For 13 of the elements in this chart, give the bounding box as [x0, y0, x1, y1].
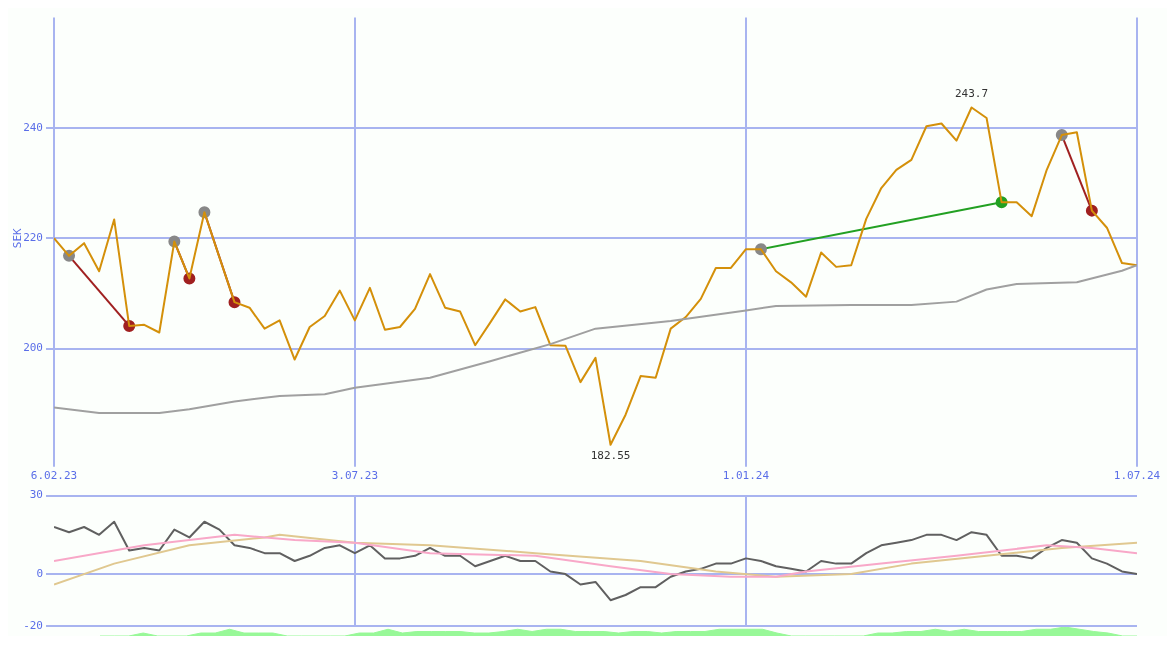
- y-tick-label: 30: [29, 488, 43, 502]
- y-tick-label: 0: [36, 566, 43, 580]
- y-axis-title: SEK: [11, 227, 25, 249]
- x-tick-label: 1.07.24: [1113, 469, 1161, 483]
- y-tick-label: 200: [23, 341, 43, 355]
- y-tick-label: 220: [23, 231, 43, 245]
- x-tick-label: 3.07.23: [331, 469, 379, 483]
- y-tick-label: 240: [23, 120, 43, 134]
- x-tick-label: 1.01.24: [722, 469, 770, 483]
- annotation: 182.55: [590, 449, 631, 463]
- x-tick-label: 6.02.23: [30, 469, 78, 483]
- y-tick-label: -20: [23, 619, 43, 633]
- annotation: 243.7: [954, 86, 989, 100]
